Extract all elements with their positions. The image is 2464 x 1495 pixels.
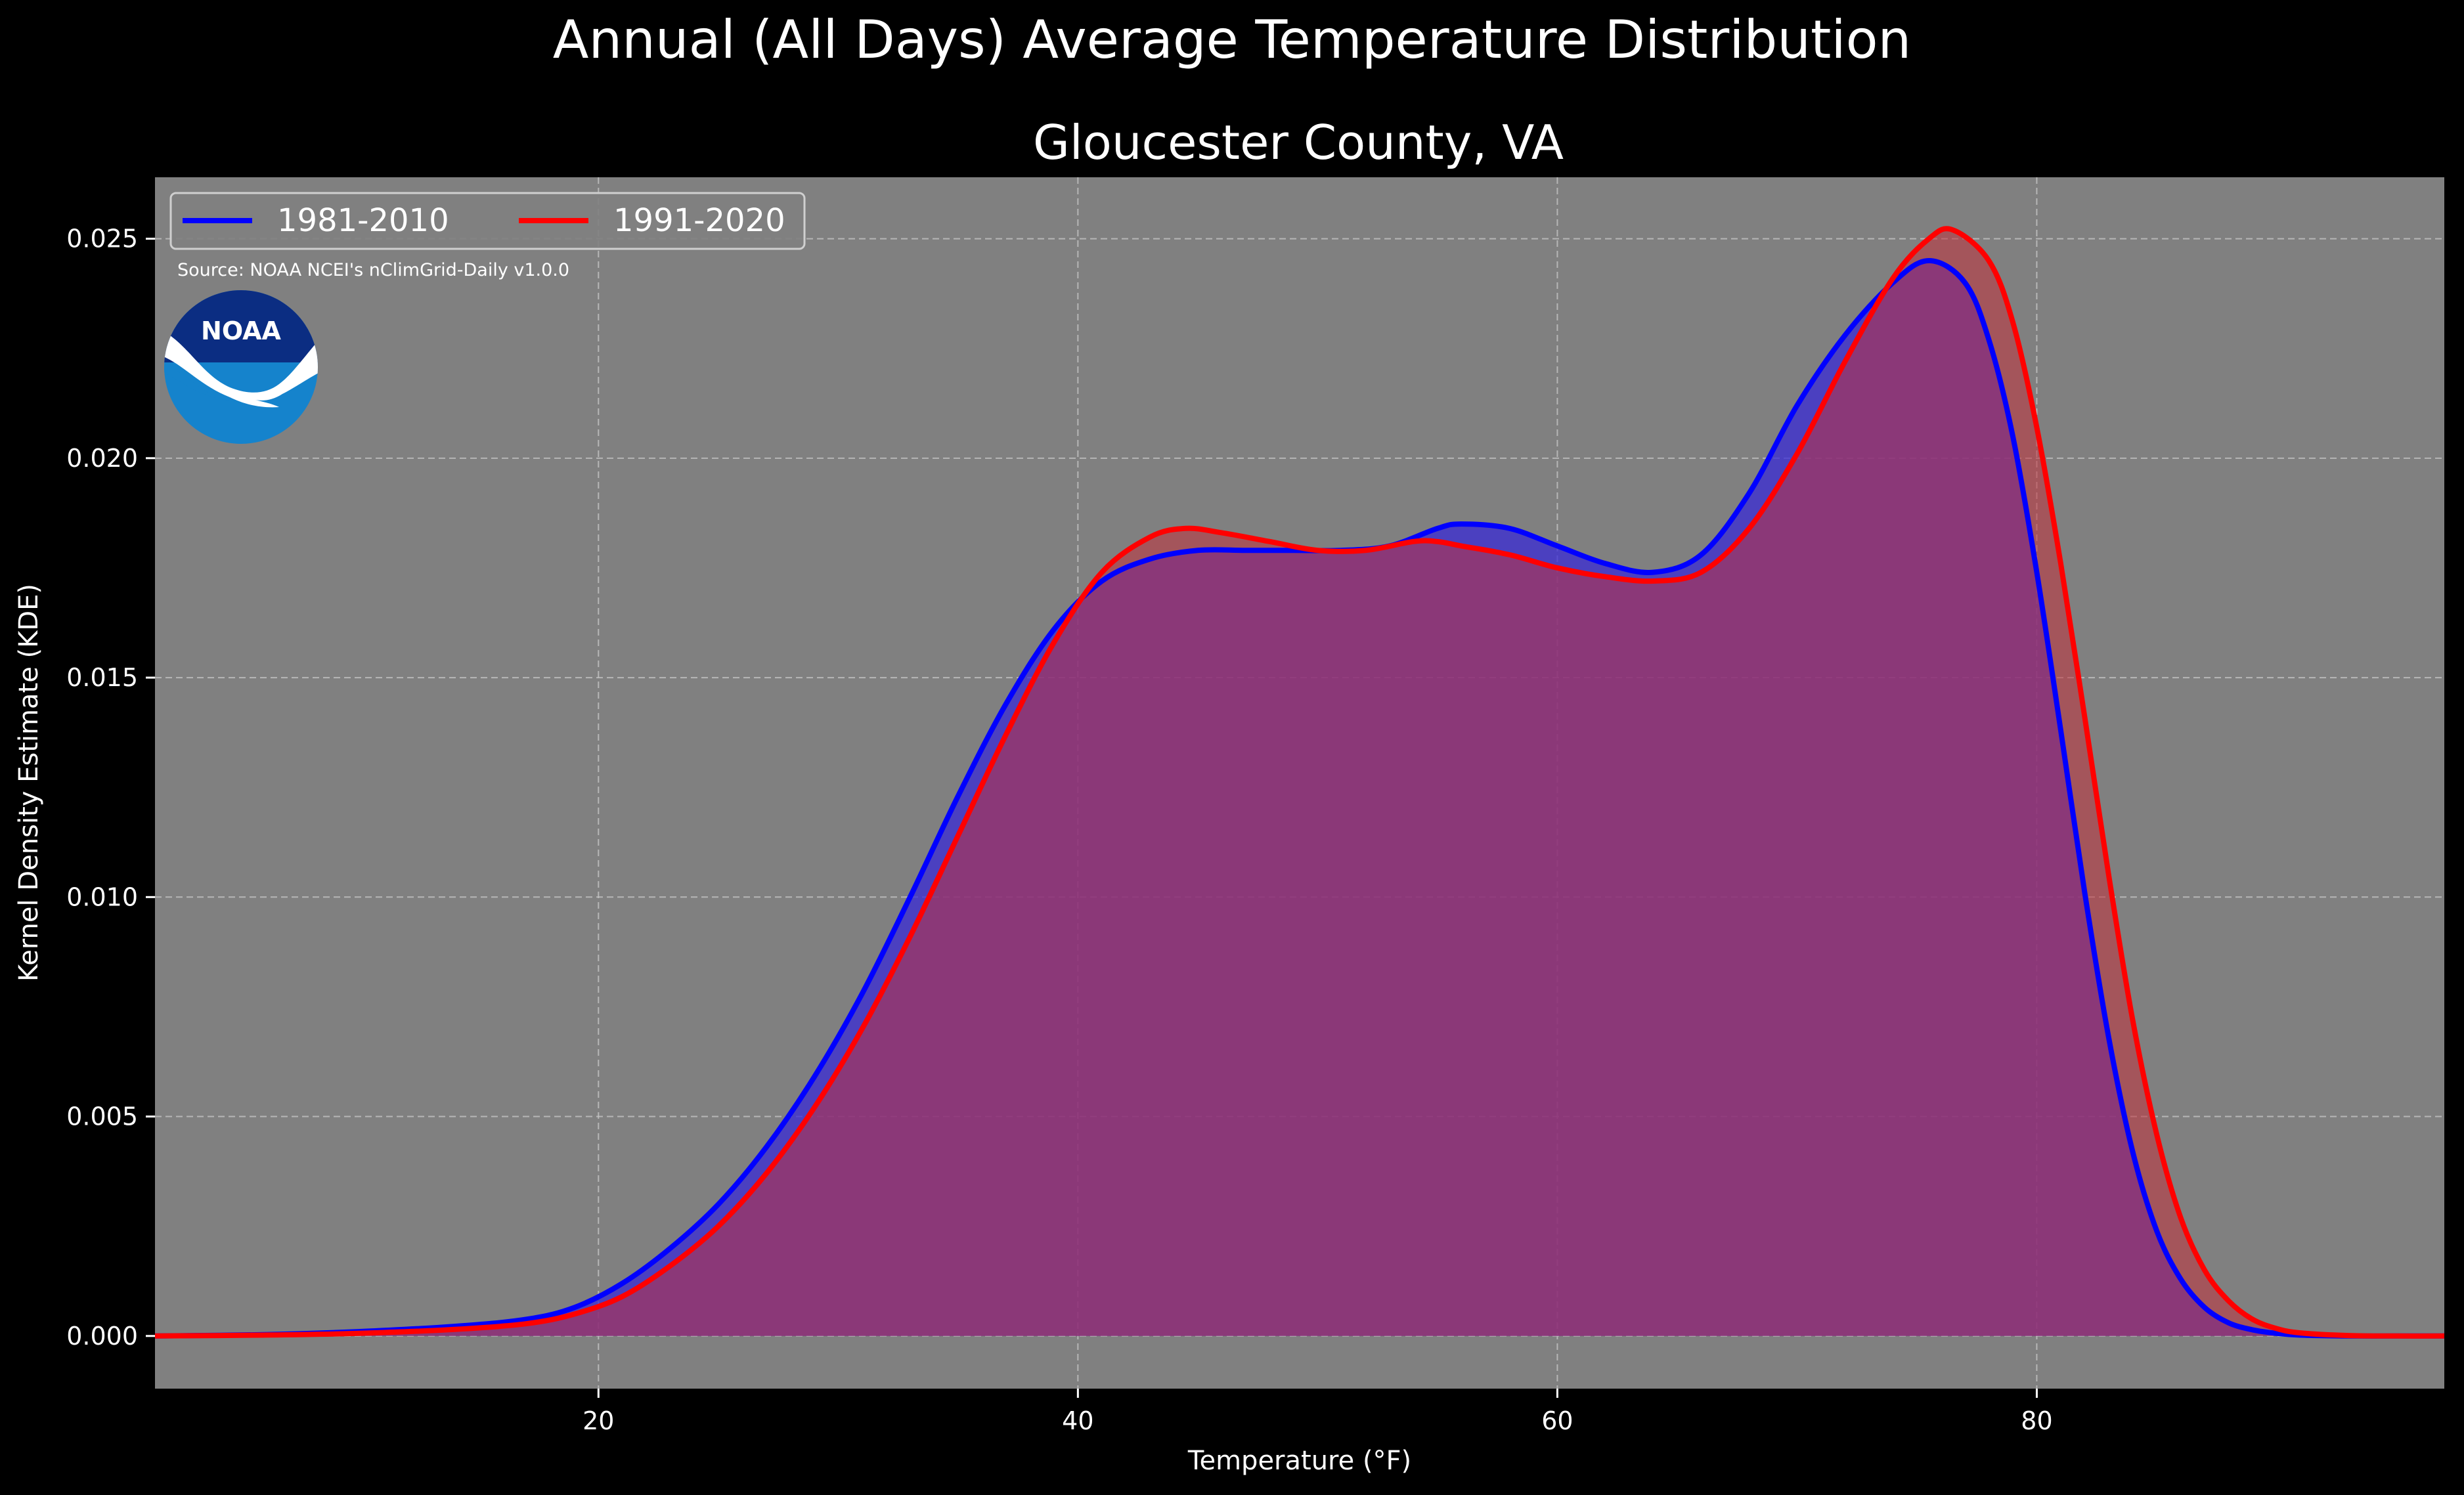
series-1991-2020-area (155, 228, 2444, 1336)
x-axis-label: Temperature (°F) (1187, 1446, 1411, 1476)
chart-suptitle: Annual (All Days) Average Temperature Di… (553, 9, 1911, 70)
y-axis-label: Kernel Density Estimate (KDE) (14, 584, 44, 982)
source-note: Source: NOAA NCEI's nClimGrid-Daily v1.0… (177, 260, 569, 280)
legend-label-1991-2020: 1991-2020 (613, 202, 785, 239)
ticks: 20 40 60 80 0.000 0.005 0.010 0.015 0.020 0.025 (66, 225, 2052, 1435)
legend-box (169, 192, 806, 250)
chart-title: Gloucester County, VA (1033, 115, 1564, 170)
x-tick-label: 40 (1062, 1406, 1093, 1435)
legend-label-1981-2010: 1981-2010 (277, 202, 449, 239)
y-tick-label: 0.020 (66, 444, 138, 473)
x-tick-label: 60 (1541, 1406, 1573, 1435)
y-tick-label: 0.005 (66, 1102, 138, 1131)
y-tick-label: 0.010 (66, 882, 138, 911)
legend: 1981-2010 1991-2020 (169, 192, 806, 250)
series-1991-2020-line (155, 226, 2444, 1339)
noaa-logo-text: NOAA (201, 316, 281, 345)
y-tick-label: 0.000 (66, 1322, 138, 1351)
x-tick-label: 80 (2021, 1406, 2052, 1435)
y-tick-label: 0.025 (66, 225, 138, 253)
x-tick-label: 20 (583, 1406, 614, 1435)
y-tick-label: 0.015 (66, 663, 138, 692)
series-1981-2010-line (155, 258, 2444, 1339)
